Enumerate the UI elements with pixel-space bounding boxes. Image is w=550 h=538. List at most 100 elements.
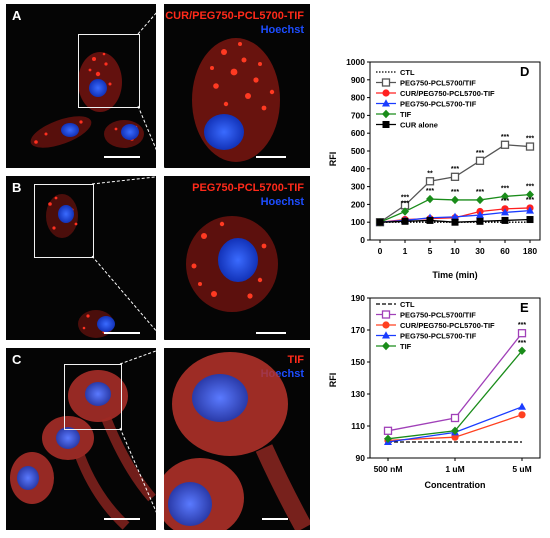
significance-mark: *** — [401, 194, 409, 201]
data-point — [476, 217, 484, 225]
data-point — [451, 218, 459, 226]
chart-e-panel-letter: E — [520, 300, 529, 315]
data-point — [401, 217, 409, 225]
chart-e-y-label: RFI — [328, 373, 338, 388]
legend-marker — [382, 341, 390, 351]
x-tick-label: 500 nM — [374, 464, 403, 474]
chart-d-legend: CTL PEG750-PCL5700/TIFCUR/PEG750-PCL5700-… — [376, 68, 495, 130]
micrograph-c-overview: C — [6, 348, 156, 530]
scale-bar-a-zoom — [256, 156, 286, 158]
chart-e-series — [383, 329, 527, 445]
stain-label-red-c: TIF — [287, 354, 305, 366]
significance-mark: *** — [501, 198, 509, 205]
chart-d-series — [375, 140, 535, 227]
significance-mark: *** — [476, 150, 484, 157]
data-point — [383, 426, 393, 435]
data-point — [451, 426, 459, 435]
legend-marker — [381, 310, 391, 319]
zoom-box-a — [78, 34, 140, 108]
significance-mark: *** — [501, 134, 509, 141]
series-line-4 — [387, 350, 523, 440]
data-point — [518, 411, 526, 419]
significance-mark: *** — [451, 189, 459, 196]
significance-mark: *** — [426, 188, 434, 195]
x-tick-label: 5 — [428, 246, 433, 256]
cell-zoom-image-b — [186, 216, 278, 312]
scale-bar-c-zoom — [262, 518, 288, 520]
significance-mark: *** — [501, 185, 509, 192]
significance-mark: *** — [526, 197, 534, 204]
y-tick-label: 300 — [351, 182, 365, 192]
legend-label: CUR alone — [400, 121, 438, 130]
data-point — [450, 172, 460, 181]
x-tick-label: 1 — [403, 246, 408, 256]
legend-label: TIF — [400, 110, 412, 119]
data-point — [451, 212, 459, 220]
significance-mark: *** — [526, 184, 534, 191]
legend-marker — [382, 89, 390, 97]
legend-label: PEG750-PCL5700-TIF — [400, 332, 477, 341]
chart-e-y-axis: 90 110 130 150 170 190 — [351, 293, 370, 463]
legend-label: CUR/PEG750-PCL5700-TIF — [400, 89, 495, 98]
panel-label-c: C — [12, 352, 22, 367]
data-point — [501, 192, 509, 201]
data-point — [525, 142, 535, 151]
chart-d-x-label: Time (min) — [432, 270, 477, 280]
y-tick-label: 900 — [351, 75, 365, 85]
micrograph-c-zoom: TIF Hoechst — [164, 348, 310, 530]
micrograph-a-overview: A — [6, 4, 156, 168]
scale-bar-b — [104, 332, 140, 334]
y-tick-label: 600 — [351, 128, 365, 138]
chart-d-y-axis: 0 100 200 300 400 500 600 700 800 900 1000 — [346, 57, 370, 245]
cell-image-c — [10, 370, 156, 530]
legend-marker — [382, 121, 390, 128]
chart-d-rfi-time: D RFI Time (min) 01002003004005006007008… — [328, 57, 541, 280]
x-tick-label: 30 — [475, 246, 485, 256]
scale-bar-a — [104, 156, 140, 158]
y-tick-label: 190 — [351, 293, 365, 303]
micrograph-b-zoom: PEG750-PCL5700-TIF Hoechst — [164, 176, 310, 340]
zoom-box-b — [34, 184, 94, 258]
y-tick-label: 130 — [351, 389, 365, 399]
stain-label-red-a: CUR/PEG750-PCL5700-TIF — [165, 10, 304, 22]
data-point — [518, 346, 526, 355]
legend-label: PEG750-PCL5700/TIF — [400, 79, 476, 88]
y-tick-label: 90 — [356, 453, 366, 463]
data-point — [500, 140, 510, 149]
significance-mark: *** — [451, 166, 459, 173]
legend-label: CTL — [400, 68, 415, 77]
chart-d-panel-letter: D — [520, 64, 529, 79]
x-tick-label: 60 — [500, 246, 510, 256]
significance-mark: *** — [401, 201, 409, 208]
stain-label-blue-b: Hoechst — [260, 196, 304, 208]
data-point — [518, 402, 526, 410]
legend-marker — [382, 109, 390, 119]
legend-label: CUR/PEG750-PCL5700-TIF — [400, 321, 495, 330]
chart-e-significance: *** *** — [518, 322, 526, 347]
data-point — [426, 216, 434, 224]
x-tick-label: 0 — [378, 246, 383, 256]
stain-label-blue-a: Hoechst — [260, 24, 304, 36]
y-tick-label: 1000 — [346, 57, 365, 67]
y-tick-label: 500 — [351, 146, 365, 156]
y-tick-label: 0 — [360, 235, 365, 245]
y-tick-label: 170 — [351, 325, 365, 335]
micrograph-a-zoom: CUR/PEG750-PCL5700-TIF Hoechst — [164, 4, 310, 168]
data-point — [501, 216, 509, 224]
data-point — [501, 208, 509, 216]
significance-mark: *** — [518, 322, 526, 329]
scale-bar-c — [104, 518, 140, 520]
stain-label-red-b: PEG750-PCL5700-TIF — [192, 182, 304, 194]
y-tick-label: 700 — [351, 110, 365, 120]
y-tick-label: 400 — [351, 164, 365, 174]
chart-d-significance: ************** ********* *** ****** ****** **… — [401, 134, 534, 208]
data-point — [476, 210, 484, 219]
x-tick-label: 180 — [523, 246, 537, 256]
x-tick-label: 10 — [450, 246, 460, 256]
significance-mark: *** — [518, 340, 526, 347]
y-tick-label: 150 — [351, 357, 365, 367]
legend-label: PEG750-PCL5700/TIF — [400, 311, 476, 320]
data-point — [526, 190, 534, 199]
legend-marker — [382, 321, 390, 329]
panel-label-b: B — [12, 180, 22, 195]
